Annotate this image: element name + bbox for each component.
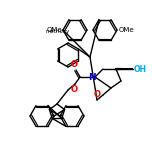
Text: O: O [93,90,100,99]
Text: OMe: OMe [46,27,62,33]
Text: OH: OH [134,64,147,74]
Text: O: O [71,85,78,94]
Text: methoxy: methoxy [46,29,70,33]
Text: N: N [88,73,96,81]
Text: O: O [71,60,78,69]
Text: OMe: OMe [119,27,135,33]
